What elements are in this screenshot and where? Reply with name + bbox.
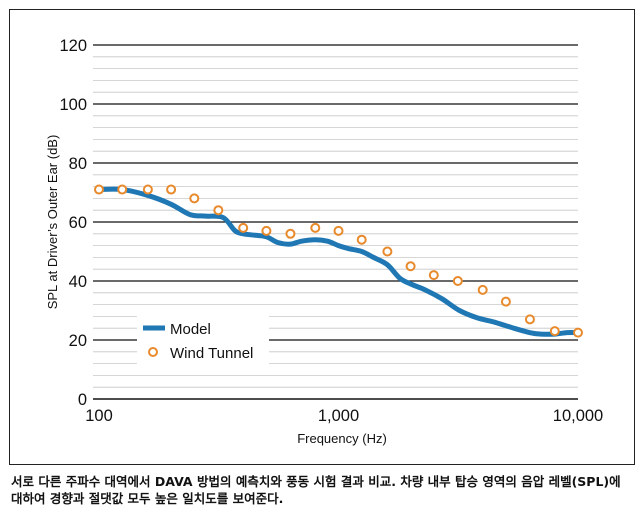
spl-chart: 0 20 40 60 80 100 120 100 1,000 10,000 SPL at Dr… bbox=[45, 37, 603, 446]
y-tick-label: 60 bbox=[69, 214, 87, 232]
x-tick-label: 10,000 bbox=[553, 407, 603, 425]
y-tick-label: 20 bbox=[69, 332, 87, 350]
wind-tunnel-point bbox=[333, 225, 344, 236]
wind-tunnel-point bbox=[142, 184, 153, 195]
y-axis-tick-labels: 0 20 40 60 80 100 120 bbox=[59, 37, 87, 409]
y-axis-label: SPL at Driver’s Outer Ear (dB) bbox=[45, 135, 60, 310]
wind-tunnel-point bbox=[405, 261, 416, 272]
wind-tunnel-point bbox=[428, 270, 439, 281]
x-tick-label: 100 bbox=[85, 407, 113, 425]
wind-tunnel-point bbox=[382, 246, 393, 257]
wind-tunnel-point bbox=[500, 296, 511, 307]
major-gridlines bbox=[93, 44, 578, 341]
legend: Model Wind Tunnel bbox=[137, 312, 269, 364]
y-tick-label: 0 bbox=[78, 391, 87, 409]
model-series-line bbox=[96, 186, 581, 337]
legend-background bbox=[137, 312, 269, 364]
wind-tunnel-point bbox=[238, 222, 249, 233]
series-layer bbox=[94, 184, 583, 338]
legend-wind-tunnel-swatch bbox=[148, 347, 158, 357]
x-axis-tick-labels: 100 1,000 10,000 bbox=[85, 407, 603, 425]
wind-tunnel-point bbox=[94, 184, 104, 195]
wind-tunnel-point bbox=[524, 314, 535, 325]
x-axis-label: Frequency (Hz) bbox=[297, 431, 387, 446]
wind-tunnel-point bbox=[117, 184, 128, 195]
wind-tunnel-point bbox=[573, 327, 583, 338]
wind-tunnel-point bbox=[213, 205, 224, 216]
figure-frame bbox=[9, 9, 635, 465]
wind-tunnel-point bbox=[310, 222, 321, 233]
x-tick-label: 1,000 bbox=[318, 407, 359, 425]
wind-tunnel-point bbox=[261, 225, 272, 236]
legend-model-label: Model bbox=[170, 321, 211, 338]
legend-wind-tunnel-label: Wind Tunnel bbox=[170, 345, 253, 362]
y-tick-label: 80 bbox=[69, 155, 87, 173]
minor-gridlines bbox=[93, 56, 578, 388]
wind-tunnel-point bbox=[166, 184, 177, 195]
wind-tunnel-point bbox=[549, 326, 560, 337]
wind-tunnel-point bbox=[285, 228, 296, 239]
wind-tunnel-point bbox=[189, 193, 200, 204]
figure-caption: 서로 다른 주파수 대역에서 DAVA 방법의 예측치와 풍동 시험 결과 비교… bbox=[11, 474, 621, 506]
wind-tunnel-point bbox=[477, 284, 488, 295]
y-tick-label: 40 bbox=[69, 273, 87, 291]
y-tick-label: 120 bbox=[59, 37, 87, 55]
y-tick-label: 100 bbox=[59, 96, 87, 114]
wind-tunnel-point bbox=[356, 234, 367, 245]
wind-tunnel-point bbox=[452, 276, 463, 286]
